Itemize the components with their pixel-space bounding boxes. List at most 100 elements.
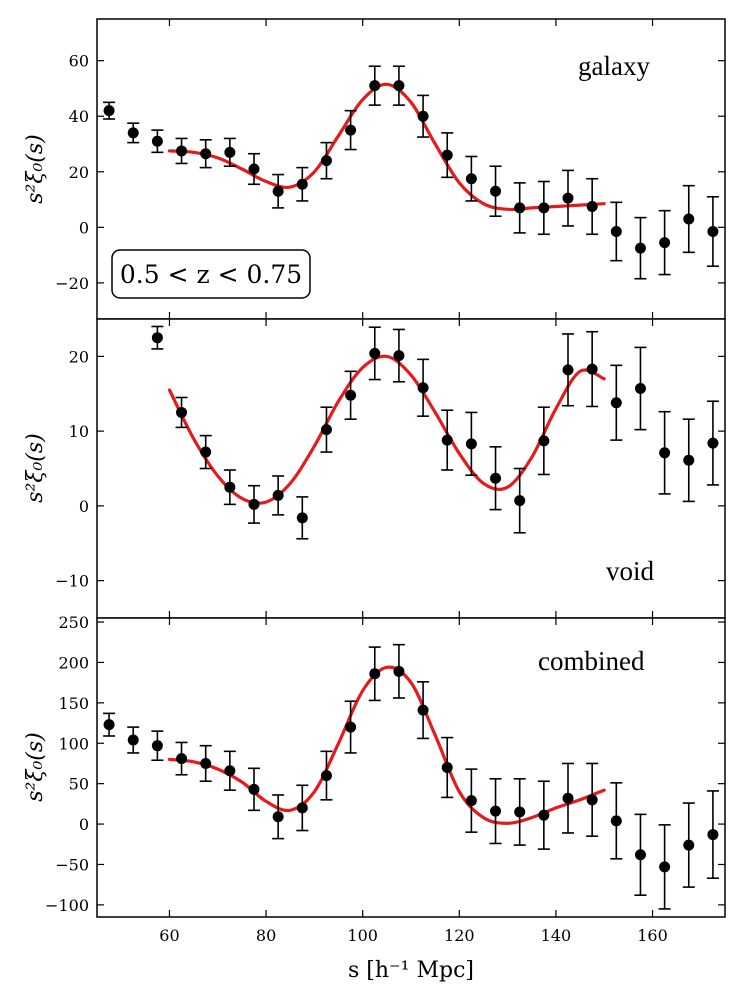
galaxy-y-tick-label: −20 [55, 274, 89, 293]
void-y-tick-label: 10 [69, 422, 89, 441]
combined-model-curve [167, 665, 606, 825]
void-y-tick-label: 20 [69, 347, 89, 366]
combined-y-tick-label: 200 [58, 653, 89, 672]
galaxy-data-point [514, 202, 526, 214]
galaxy-data-point [441, 149, 453, 161]
redshift-annotation-box: 0.5 < z < 0.75 [111, 249, 311, 299]
void-y-tick-label: 0 [79, 497, 89, 516]
combined-data-point [393, 665, 405, 677]
combined-data-point [514, 806, 526, 818]
void-data-point [659, 447, 671, 459]
combined-panel-label: combined [538, 646, 645, 676]
galaxy-data-point [707, 226, 719, 237]
combined-y-tick-label: 0 [79, 815, 89, 834]
galaxy-data-point [562, 192, 574, 204]
combined-data-point [417, 704, 429, 716]
combined-data-point [345, 721, 357, 733]
void-y-tick-label: −10 [55, 572, 89, 591]
combined-data-point [200, 757, 212, 769]
void-data-point [441, 434, 453, 446]
galaxy-data-point [224, 146, 236, 158]
combined-data-point [441, 762, 453, 773]
galaxy-data-point [248, 163, 260, 175]
combined-plot-frame [96, 617, 726, 918]
galaxy-data-points [103, 65, 719, 280]
combined-data-point [586, 794, 598, 806]
void-data-point [176, 406, 188, 418]
combined-data-point [151, 740, 163, 752]
galaxy-data-point [610, 226, 622, 237]
void-model-curve-group [167, 354, 606, 505]
void-data-point [345, 389, 357, 401]
void-model-curve [167, 354, 606, 505]
combined-y-axis-label: s²ξ₀(s) [23, 732, 48, 802]
void-data-point [562, 364, 574, 376]
galaxy-model-curve [167, 82, 606, 212]
combined-data-point [248, 783, 260, 795]
void-data-point [369, 347, 381, 359]
combined-y-tick-label: 50 [69, 775, 89, 794]
void-panel: −10 0 10 20 void s²ξ₀(s) [23, 318, 726, 619]
x-tick-label: 120 [444, 926, 475, 945]
void-data-points [151, 325, 719, 540]
combined-data-point [610, 815, 622, 827]
void-y-axis-label: s²ξ₀(s) [23, 433, 48, 503]
x-tick-label: 100 [347, 926, 378, 945]
combined-data-point [296, 802, 308, 814]
void-data-point [465, 438, 477, 450]
galaxy-data-point [393, 80, 405, 92]
void-data-point [683, 454, 695, 466]
galaxy-model-curve-group [167, 82, 606, 212]
void-data-point [296, 512, 308, 524]
combined-data-point [320, 770, 332, 782]
void-data-point [586, 363, 598, 375]
combined-data-point [103, 719, 115, 731]
combined-data-point [707, 829, 719, 841]
void-data-point [490, 472, 502, 484]
galaxy-data-point [490, 185, 502, 197]
galaxy-data-point [272, 185, 284, 197]
void-data-point [224, 481, 236, 493]
void-data-point [514, 495, 526, 507]
galaxy-data-point [586, 201, 598, 212]
x-axis: 60 80 100 120 140 160 [159, 926, 668, 945]
void-data-point [200, 446, 212, 458]
galaxy-y-tick-label: 60 [69, 52, 89, 71]
x-tick-label: 160 [637, 926, 668, 945]
combined-data-point [224, 765, 236, 777]
galaxy-y-axis: −20 0 20 40 60 [55, 19, 725, 319]
galaxy-data-point [538, 202, 550, 214]
galaxy-data-point [200, 148, 212, 160]
redshift-annotation-frame [111, 249, 311, 299]
galaxy-y-tick-label: 20 [69, 163, 89, 182]
galaxy-panel-label: galaxy [578, 51, 650, 81]
combined-data-point [538, 809, 550, 821]
galaxy-data-point [103, 105, 115, 117]
galaxy-y-tick-label: 0 [79, 218, 89, 237]
combined-data-point [634, 849, 646, 861]
combined-data-point [465, 795, 477, 807]
combined-y-tick-label: −100 [45, 896, 89, 915]
combined-data-point [683, 839, 695, 851]
combined-data-points [103, 643, 719, 910]
combined-data-point [659, 861, 671, 873]
combined-data-point [490, 805, 502, 817]
combined-data-point [127, 734, 139, 746]
void-data-point [417, 382, 429, 394]
galaxy-data-point [634, 242, 646, 254]
galaxy-data-point [296, 178, 308, 190]
galaxy-y-tick-label: 40 [69, 107, 89, 126]
void-data-point [320, 424, 332, 436]
combined-panel: −100 −50 0 50 100 150 200 250 combined s²ξ₀(s) [23, 613, 726, 918]
void-data-point [610, 397, 622, 409]
x-tick-label: 140 [541, 926, 572, 945]
void-data-point [538, 435, 550, 447]
x-tick-label: 60 [159, 926, 179, 945]
galaxy-data-point [417, 110, 429, 122]
void-data-point [151, 332, 163, 344]
galaxy-y-axis-label: s²ξ₀(s) [23, 134, 48, 204]
combined-y-tick-label: 150 [58, 694, 89, 713]
galaxy-data-point [320, 155, 332, 167]
galaxy-panel: −20 0 20 40 60 galaxy 0.5 < z < 0.75 s²ξ₀(s) [23, 18, 726, 320]
